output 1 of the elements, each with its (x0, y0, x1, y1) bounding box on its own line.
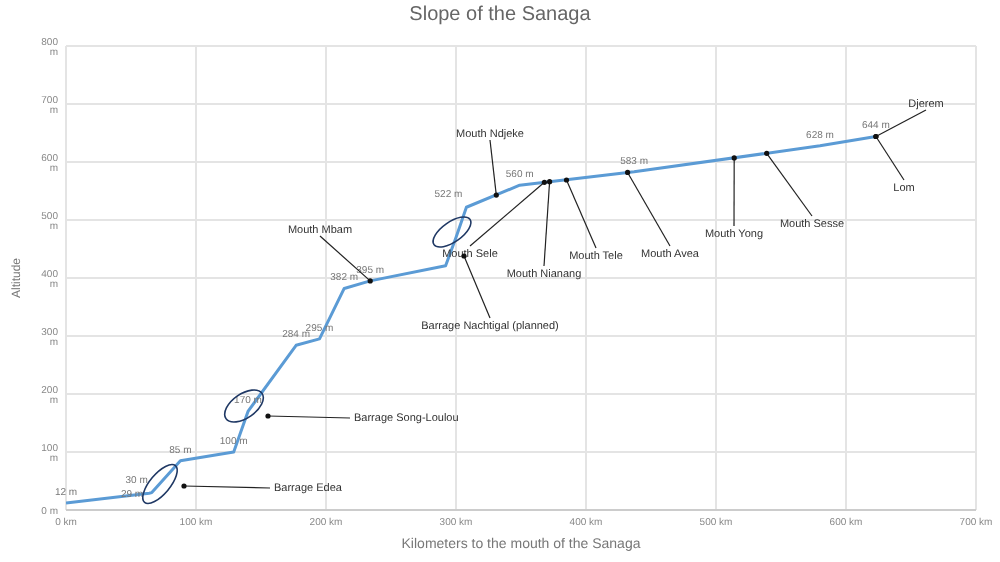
chart-title: Slope of the Sanaga (407, 4, 593, 26)
